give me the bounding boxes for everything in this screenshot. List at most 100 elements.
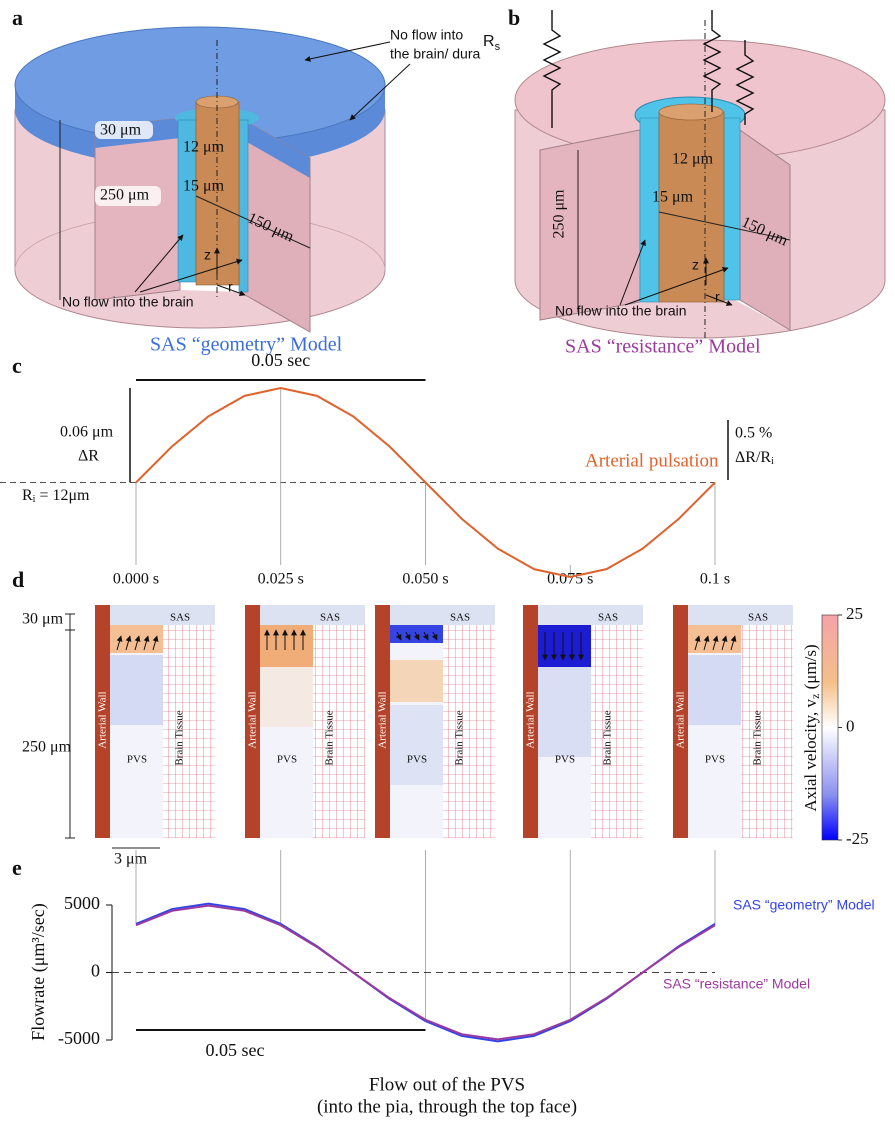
subscript: i [33,494,36,505]
velocity-arrow [404,631,411,641]
velocity-zone [390,705,443,785]
sas-region [110,605,215,625]
sas-label: SAS [170,612,190,624]
sas-region [688,605,793,625]
panel-title: SAS “resistance” Model [565,336,761,358]
y-tick-label: 5000 [64,893,100,913]
sas-region [260,605,365,625]
tissue-label: Brain Tissue [602,710,614,765]
subscript: i [771,456,774,467]
panel-a-model [14,26,411,333]
velocity-arrow [125,635,132,651]
velocity-arrow [413,631,420,641]
annotation: No flow into the brain [555,303,687,319]
velocity-zone [260,667,313,727]
sas-label: SAS [748,612,768,624]
text-part: ΔR/R [735,449,771,466]
scale-bar-label: 0.05 sec [251,350,310,370]
sas-region [390,605,495,625]
velocity-zone [110,655,163,725]
subscript: z [808,694,822,699]
colorbar [821,614,839,841]
tissue-label: Brain Tissue [174,710,186,765]
annotation: No flow into the brain [62,294,194,310]
dimension-label: 12 μm [183,139,225,156]
velocity-arrow [143,635,150,651]
baseline-label: Ri = 12μm [22,487,90,506]
velocity-arrow [422,631,429,641]
axis-label: r [715,289,720,305]
x-tick-label: 0.025 s [258,571,304,588]
dimension-label: 12 μm [672,151,714,168]
caption: Flow out of the PVS [369,1074,525,1095]
wall-label: Arterial Wall [97,691,109,748]
tissue-grid [313,625,365,838]
legend-label: SAS “resistance” Model [663,976,810,992]
velocity-arrow [712,635,719,651]
velocity-zone [688,655,741,725]
annotation: No flow into [390,27,463,43]
velocity-arrow [395,631,402,641]
dimension-label: 15 μm [652,189,694,206]
panel-label: b [508,5,520,30]
dimension-label: 30 μm [100,122,142,139]
velocity-arrow [134,635,141,651]
annotation: ΔR [78,448,99,465]
x-tick-label: 0.1 s [700,571,730,588]
sas-label: SAS [598,612,618,624]
legend-label: SAS “geometry” Model [733,897,875,913]
velocity-arrow [694,635,701,651]
colorbar-tick-label: -25 [846,829,869,848]
series-label: Arterial pulsation [585,450,719,471]
velocity-arrow [730,635,737,651]
dimension-label: 250 μm [100,187,150,204]
velocity-zone [390,660,443,702]
panel-label: c [12,353,22,378]
tissue-label: Brain Tissue [324,710,336,765]
pvs-label: PVS [407,754,427,766]
annotation: 0.5 % [735,425,772,442]
resistance-label: Rs [483,33,501,53]
arterial-wall [95,605,110,838]
axis-label: z [204,247,211,263]
label-bg [95,186,161,206]
tissue-grid [443,625,495,838]
arterial-wall [245,605,260,838]
y-axis-title: Flowrate (μm³/sec) [28,903,49,1041]
colorbar-tick-label: 0 [846,716,855,735]
velocity-frame: Arterial Wall SAS PVS Brain Tissue [95,605,215,838]
series-line [135,386,716,579]
panel-label: e [12,855,22,880]
arterial-wall [523,605,538,838]
annotation: the brain/ dura [390,46,480,62]
velocity-arrow [721,635,728,651]
velocity-frame: Arterial Wall SAS PVS Brain Tissue [523,605,643,838]
tissue-grid [741,625,793,838]
arterial-wall [673,605,688,838]
colorbar-tick-label: 25 [846,604,863,623]
colorbar-label: Axial velocity, vz (μm/s) [801,644,822,811]
panel-title: SAS “geometry” Model [150,334,343,356]
velocity-zone [538,625,591,667]
y-tick-label: 0 [91,961,100,981]
velocity-frame: Arterial Wall SAS PVS Brain Tissue [375,605,495,838]
tissue-label: Brain Tissue [752,710,764,765]
label-bg [95,121,153,139]
wall-label: Arterial Wall [247,691,259,748]
annotation: ΔR/Ri [735,449,774,468]
velocity-zone [110,625,163,653]
text-part: R [22,487,33,504]
sas-label: SAS [320,612,340,624]
panel-label: a [12,5,23,30]
wall-label: Arterial Wall [525,691,537,748]
series-line [135,904,716,1041]
dimension-label: 250 μm [22,739,72,756]
dimension-label: 15 μm [183,178,225,195]
sas-region [538,605,643,625]
text-part: R [483,33,495,50]
subscript: s [495,41,501,53]
arterial-wall [375,605,390,838]
amplitude-label: 0.06 μm [60,424,114,441]
text-part: = 12μm [35,487,90,504]
